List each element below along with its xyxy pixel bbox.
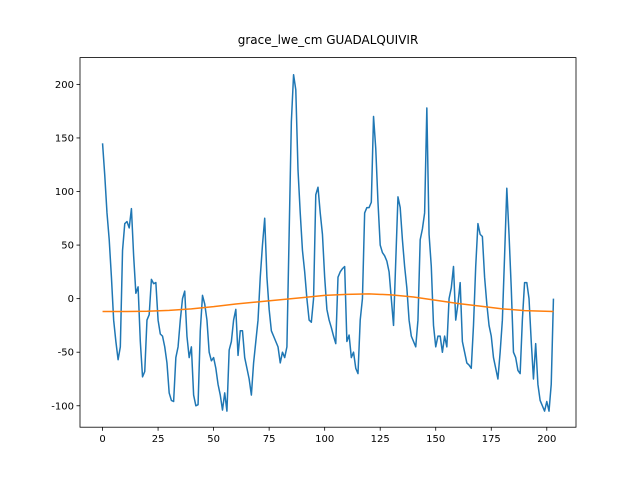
y-tick-label: 100 <box>55 187 74 198</box>
y-tick-label: 150 <box>55 133 74 144</box>
data-line <box>102 293 554 313</box>
x-tick-label: 25 <box>152 434 165 445</box>
x-tick-label: 0 <box>99 434 105 445</box>
chart-title: grace_lwe_cm GUADALQUIVIR <box>238 33 419 47</box>
x-tick-label: 150 <box>426 434 445 445</box>
y-tick-label: 50 <box>61 241 74 252</box>
y-tick-label: -50 <box>58 348 74 359</box>
x-tick-label: 50 <box>207 434 220 445</box>
y-tick-label: -100 <box>51 401 74 412</box>
x-tick-label: 75 <box>263 434 276 445</box>
x-tick-label: 200 <box>537 434 556 445</box>
x-tick-label: 125 <box>371 434 390 445</box>
data-line <box>101 73 555 412</box>
y-tick-label: 0 <box>68 294 74 305</box>
y-tick-label: 200 <box>55 80 74 91</box>
x-tick-label: 100 <box>315 434 334 445</box>
x-tick-label: 175 <box>482 434 501 445</box>
plot-frame <box>79 57 577 428</box>
